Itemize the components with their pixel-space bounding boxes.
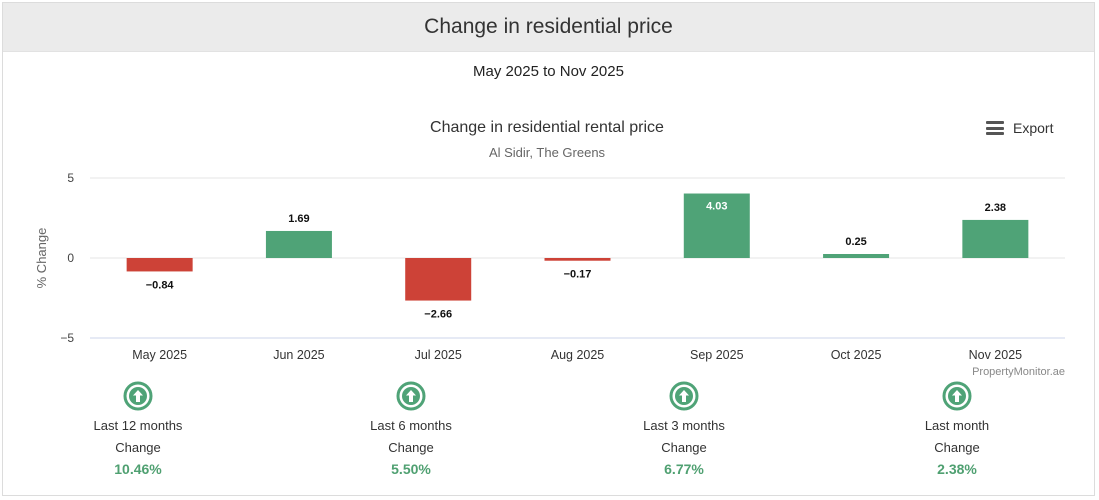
x-tick-label: May 2025 — [132, 348, 187, 362]
summary-label: Change — [934, 440, 980, 455]
x-tick-label: Aug 2025 — [551, 348, 605, 362]
bar[interactable] — [544, 258, 611, 261]
page-title: Change in residential price — [3, 3, 1094, 52]
y-tick-label: 5 — [67, 171, 74, 185]
credit-link[interactable]: PropertyMonitor.ae — [972, 366, 1065, 378]
chart-area: 5 0 −5 −0.84 1.69 −2.66 −0.17 4.03 0.25 2.38 May… — [34, 119, 1065, 378]
x-tick-label: Jun 2025 — [273, 348, 324, 362]
summary-label: Change — [661, 440, 707, 455]
summary-item: Last month Change 2.38% — [887, 381, 1027, 478]
page-title-text: Change in residential price — [424, 15, 673, 38]
chart-title: Change in residential rental price — [430, 119, 664, 136]
arrow-up-circle-icon — [396, 381, 426, 411]
data-label: −0.17 — [564, 269, 592, 281]
data-label: 2.38 — [985, 202, 1006, 214]
hamburger-menu-icon — [986, 121, 1004, 135]
x-tick-label: Nov 2025 — [969, 348, 1023, 362]
summary-item: Last 12 months Change 10.46% — [68, 381, 208, 478]
bar[interactable] — [962, 219, 1029, 258]
data-label: 1.69 — [288, 213, 309, 225]
y-axis-label: % Change — [34, 228, 49, 289]
summary-label: Change — [388, 440, 434, 455]
data-label: 4.03 — [706, 201, 727, 213]
summary-value: 5.50% — [391, 461, 431, 477]
export-button[interactable]: Export — [986, 120, 1053, 136]
arrow-up-circle-icon — [669, 381, 699, 411]
bar[interactable] — [405, 258, 472, 301]
summary-period: Last 6 months — [370, 418, 452, 433]
date-range: May 2025 to Nov 2025 — [473, 63, 624, 80]
data-label: −2.66 — [424, 309, 452, 321]
summary-value: 2.38% — [937, 461, 977, 477]
x-tick-label: Oct 2025 — [831, 348, 882, 362]
summary-period: Last 3 months — [643, 418, 725, 433]
arrow-up-circle-icon — [942, 381, 972, 411]
bar[interactable] — [265, 230, 332, 258]
arrow-up-circle-icon — [123, 381, 153, 411]
summary-value: 6.77% — [664, 461, 704, 477]
export-label: Export — [1013, 120, 1054, 136]
chart-subtitle: Al Sidir, The Greens — [489, 145, 606, 160]
x-tick-label: Jul 2025 — [415, 348, 462, 362]
data-label: −0.84 — [146, 279, 175, 291]
bar[interactable] — [683, 193, 750, 258]
summary-item: Last 3 months Change 6.77% — [614, 381, 754, 478]
x-tick-label: Sep 2025 — [690, 348, 744, 362]
summary-label: Change — [115, 440, 161, 455]
bar[interactable] — [126, 258, 193, 272]
bar-chart: 5 0 −5 −0.84 1.69 −2.66 −0.17 4.03 0.25 2.38 May… — [34, 119, 1065, 378]
summary-period: Last month — [924, 418, 990, 433]
y-tick-label: −5 — [60, 331, 74, 345]
summary-value: 10.46% — [114, 461, 162, 477]
summary-item: Last 6 months Change 5.50% — [341, 381, 481, 478]
summary-period: Last 12 months — [93, 418, 183, 433]
y-tick-label: 0 — [67, 251, 74, 265]
data-label: 0.25 — [845, 236, 866, 248]
bar[interactable] — [823, 254, 890, 258]
